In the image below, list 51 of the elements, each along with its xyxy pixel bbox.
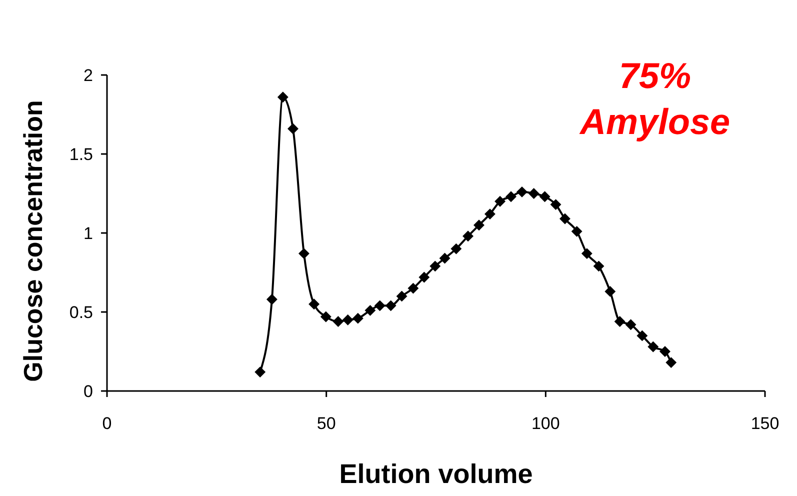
point (516, 186, 528, 198)
point (506, 191, 516, 202)
point (494, 196, 506, 207)
x-tick-label: 100 (531, 414, 560, 433)
x-tick-label: 150 (750, 414, 780, 433)
point (439, 252, 450, 264)
point (332, 316, 344, 327)
point (352, 312, 364, 324)
annotation: 75% Amylose (578, 55, 730, 142)
point (288, 123, 298, 134)
point (625, 319, 636, 330)
point (342, 314, 354, 326)
y-tick-label: 1 (84, 224, 93, 243)
point (666, 357, 677, 368)
point (364, 304, 376, 316)
point (266, 294, 278, 305)
x-axis-title: Elution volume (339, 459, 533, 489)
y-tick-label: 0 (84, 382, 93, 401)
point (450, 243, 462, 254)
point (308, 298, 320, 310)
point (385, 300, 396, 312)
point (604, 286, 616, 297)
point (254, 366, 266, 378)
y-tick-label: 1.5 (69, 144, 93, 164)
point (408, 282, 419, 294)
point (462, 230, 474, 242)
point (581, 248, 592, 260)
point (418, 272, 430, 283)
point (614, 316, 626, 327)
point (539, 191, 550, 202)
point (571, 226, 582, 237)
point (550, 199, 562, 210)
point (648, 341, 659, 352)
y-axis-title: Glucose concentration (18, 100, 48, 382)
point (484, 208, 496, 220)
point (559, 213, 570, 224)
point (474, 220, 484, 231)
point (396, 290, 408, 302)
point (277, 92, 288, 103)
point (298, 248, 310, 260)
x-tick-label: 50 (316, 414, 336, 433)
y-tick-label: 2 (84, 66, 93, 85)
point (528, 188, 540, 199)
point (320, 311, 332, 322)
y-tick-label: 0.5 (69, 302, 93, 322)
point (430, 260, 441, 272)
x-tick-label: 0 (102, 414, 112, 433)
point (660, 346, 670, 357)
point (374, 300, 386, 312)
point (593, 260, 604, 272)
point (636, 330, 648, 342)
